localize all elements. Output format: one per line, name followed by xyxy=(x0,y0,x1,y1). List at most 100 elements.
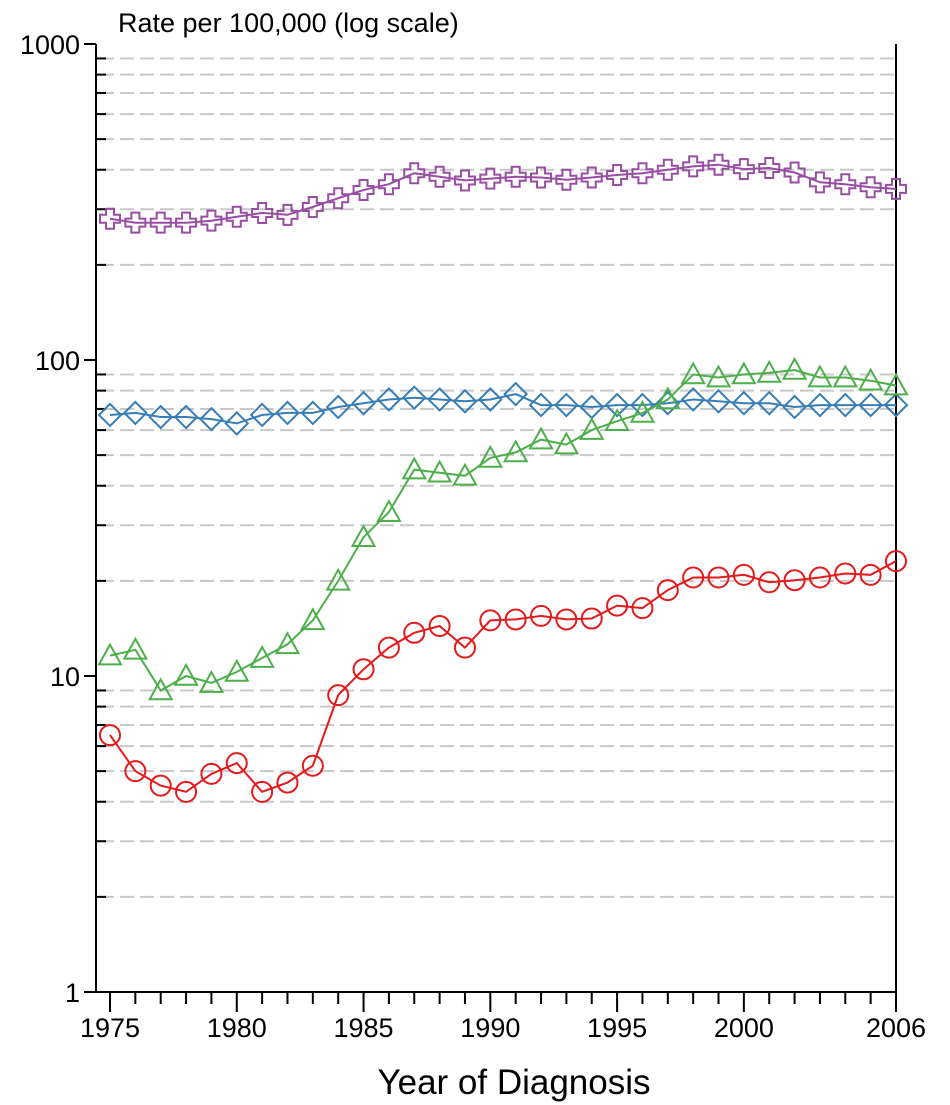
data-point xyxy=(858,392,884,418)
data-point xyxy=(173,662,199,686)
data-point xyxy=(479,167,502,190)
data-point xyxy=(555,608,578,631)
data-point xyxy=(377,636,400,659)
data-point xyxy=(731,390,757,416)
data-point xyxy=(426,459,453,483)
data-point xyxy=(502,439,529,463)
data-point xyxy=(707,153,730,176)
x-tick-label: 1995 xyxy=(587,1013,647,1043)
x-tick-label: 2000 xyxy=(714,1013,774,1043)
data-point xyxy=(327,187,350,210)
data-point xyxy=(427,387,453,412)
data-point xyxy=(276,771,299,794)
data-point xyxy=(655,386,681,410)
series-triangle xyxy=(97,356,909,701)
data-point xyxy=(504,608,527,631)
data-point xyxy=(580,607,603,630)
data-point xyxy=(782,394,807,420)
data-point xyxy=(97,402,123,428)
data-point xyxy=(783,569,806,592)
data-point xyxy=(224,410,250,436)
data-point xyxy=(175,780,198,803)
data-point xyxy=(781,356,808,380)
data-point xyxy=(122,636,149,660)
data-point xyxy=(175,211,198,234)
x-tick-label: 1990 xyxy=(460,1013,520,1043)
series-line xyxy=(109,163,897,224)
data-point xyxy=(249,644,275,668)
data-point xyxy=(149,211,172,234)
data-point xyxy=(276,203,299,226)
data-point xyxy=(656,158,679,181)
data-point xyxy=(351,390,376,416)
data-point xyxy=(606,163,629,186)
data-point xyxy=(477,444,504,468)
data-point xyxy=(656,579,679,602)
data-point xyxy=(99,207,121,230)
plot-series xyxy=(97,153,909,803)
series-line xyxy=(109,560,897,793)
data-point xyxy=(124,211,147,234)
data-point xyxy=(249,402,275,428)
data-point xyxy=(327,684,350,707)
data-point xyxy=(834,173,857,196)
data-point xyxy=(251,201,274,224)
data-point xyxy=(604,408,630,432)
data-point xyxy=(834,562,857,585)
data-point xyxy=(479,609,502,632)
data-point xyxy=(682,566,705,589)
data-point xyxy=(530,604,553,627)
y-axis: 1 10 100 1000 xyxy=(20,30,106,1008)
data-point xyxy=(350,524,377,547)
data-point xyxy=(377,173,400,196)
data-point xyxy=(808,566,831,589)
data-point xyxy=(731,361,757,385)
data-point xyxy=(301,195,324,218)
data-point xyxy=(352,179,375,202)
data-point xyxy=(756,390,782,416)
data-point xyxy=(275,400,300,426)
data-point xyxy=(707,566,730,589)
y-tick-label: 1 xyxy=(65,978,80,1008)
data-point xyxy=(199,406,224,432)
data-point xyxy=(732,563,755,586)
data-point xyxy=(758,571,781,594)
data-point xyxy=(857,367,884,391)
data-point xyxy=(807,364,833,388)
data-point xyxy=(124,760,147,783)
data-point xyxy=(477,387,503,412)
data-point xyxy=(682,155,705,178)
grid-lines xyxy=(100,57,896,898)
x-tick-label: 1980 xyxy=(207,1013,267,1043)
data-point xyxy=(883,392,909,418)
data-point xyxy=(274,631,301,655)
data-point xyxy=(579,417,605,440)
data-point xyxy=(705,364,732,388)
data-point xyxy=(200,209,223,232)
data-point xyxy=(530,166,553,189)
data-point xyxy=(325,394,351,420)
y-tick-label: 100 xyxy=(35,346,80,376)
data-point xyxy=(352,658,375,681)
data-point xyxy=(148,404,174,430)
data-point xyxy=(580,166,603,189)
series-cross xyxy=(99,153,907,234)
data-point xyxy=(832,392,858,418)
data-point xyxy=(756,359,782,383)
data-point xyxy=(859,176,882,199)
series-circle xyxy=(99,550,907,803)
data-point xyxy=(732,158,755,181)
x-tick-label: 1975 xyxy=(80,1013,140,1043)
data-point xyxy=(629,399,656,423)
data-point xyxy=(631,162,654,185)
data-point xyxy=(504,165,527,188)
data-point xyxy=(325,567,351,591)
data-point xyxy=(301,754,324,777)
data-point xyxy=(403,621,426,644)
data-point xyxy=(376,499,402,522)
data-point xyxy=(401,385,427,411)
data-point xyxy=(401,456,427,480)
data-point xyxy=(808,171,831,194)
data-point xyxy=(553,392,579,418)
data-point xyxy=(403,162,426,185)
